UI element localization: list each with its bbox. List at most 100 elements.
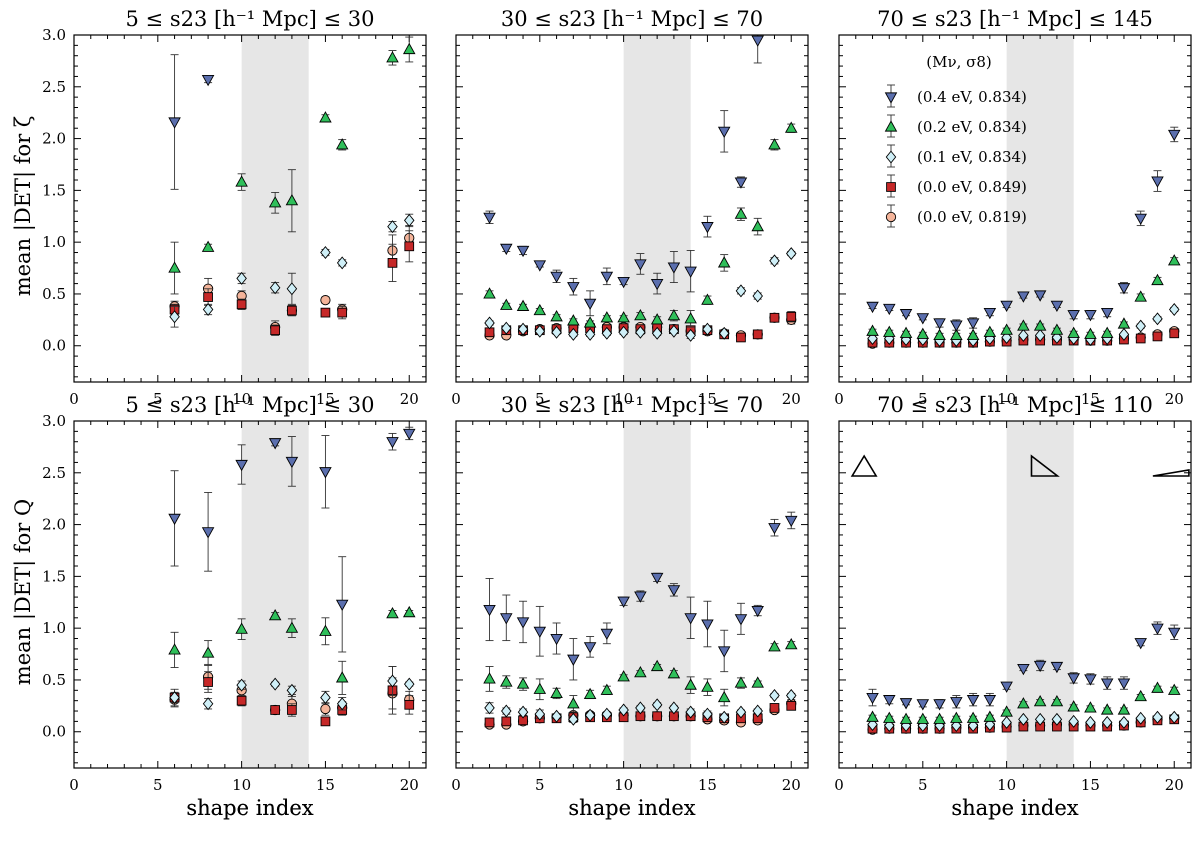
data-point <box>268 609 282 621</box>
data-point <box>1000 323 1013 335</box>
series-triangle-down <box>483 511 798 681</box>
x-tick-label: 10 <box>614 390 633 408</box>
panel-bottom-middle: 30 ≤ s23 [h⁻¹ Mpc] ≤ 70 0 5 10 15 20 shape ind… <box>451 393 809 820</box>
panel-title: 30 ≤ s23 [h⁻¹ Mpc] ≤ 70 <box>501 7 763 31</box>
data-point <box>402 605 416 618</box>
data-point <box>1085 715 1096 729</box>
data-point <box>752 704 763 718</box>
data-point <box>1050 661 1064 674</box>
data-point <box>335 599 349 612</box>
data-point <box>1067 310 1080 322</box>
data-point <box>769 703 780 713</box>
data-point <box>667 667 681 679</box>
data-point <box>269 281 281 295</box>
x-tick-label: 10 <box>614 776 633 794</box>
data-point <box>169 310 180 324</box>
series-triangle-down <box>168 54 215 190</box>
y-tick-label: 0.0 <box>42 723 66 741</box>
data-point <box>1167 683 1181 695</box>
y-tick-label: 0.5 <box>42 671 66 689</box>
data-point <box>966 318 980 330</box>
data-point <box>567 654 580 666</box>
x-tick-label: 5 <box>918 390 928 408</box>
data-point <box>685 328 696 342</box>
legend-marker <box>885 211 897 223</box>
data-point <box>483 287 496 299</box>
legend-marker <box>884 120 898 132</box>
data-point <box>501 321 512 335</box>
data-point <box>899 309 913 321</box>
data-point <box>169 691 180 705</box>
data-point <box>1169 328 1180 339</box>
x-tick-label: 5 <box>153 390 163 408</box>
data-point <box>883 303 896 316</box>
x-tick-label: 15 <box>1081 390 1100 408</box>
data-point <box>1084 310 1097 322</box>
plot-frame <box>838 34 1192 383</box>
data-point <box>769 689 780 702</box>
data-point <box>933 699 946 711</box>
data-point <box>1050 300 1064 313</box>
data-point <box>1152 710 1163 724</box>
data-point <box>1167 627 1181 640</box>
data-point <box>403 213 415 227</box>
data-point <box>319 111 332 123</box>
data-point <box>335 138 349 150</box>
x-tick-label: 10 <box>997 776 1016 794</box>
series-triangle-up <box>866 254 1181 340</box>
data-point <box>534 707 546 721</box>
data-point <box>201 74 215 87</box>
data-point <box>1151 681 1164 693</box>
data-point <box>867 332 878 345</box>
data-point <box>235 175 248 187</box>
data-point <box>601 707 613 721</box>
data-point <box>285 194 299 206</box>
x-axis-label: shape index <box>568 796 695 820</box>
data-point <box>866 692 879 705</box>
data-point <box>768 640 781 652</box>
data-point <box>168 117 181 129</box>
data-point <box>1033 319 1047 331</box>
data-point <box>583 316 597 328</box>
data-point <box>684 312 697 324</box>
data-point <box>650 313 664 325</box>
data-point <box>1167 129 1181 142</box>
data-point <box>517 705 529 719</box>
data-point <box>667 585 681 597</box>
data-point <box>583 687 597 700</box>
data-point <box>516 677 530 689</box>
data-point <box>933 712 946 724</box>
data-point <box>1084 327 1097 339</box>
data-point <box>717 690 731 703</box>
data-point <box>651 326 663 340</box>
data-point <box>718 326 730 340</box>
data-point <box>1000 705 1013 717</box>
data-point <box>785 247 797 261</box>
data-point <box>336 256 348 270</box>
panel-top-left: 5 ≤ s23 [h⁻¹ Mpc] ≤ 30 0 5 10 15 20 0.0 0.5 1.0 1… <box>42 7 427 820</box>
plot-frame <box>73 420 427 769</box>
data-point <box>1033 290 1047 302</box>
data-point <box>617 596 630 608</box>
series-diamond <box>169 666 415 711</box>
data-point <box>386 437 399 449</box>
triangle-shape-icon <box>1152 469 1190 477</box>
series-triangle-down <box>866 126 1181 332</box>
series-triangle-up <box>168 605 416 695</box>
data-point <box>500 675 513 687</box>
data-point <box>786 311 797 322</box>
data-point <box>768 523 781 535</box>
data-point <box>866 324 879 336</box>
panel-title: 5 ≤ s23 [h⁻¹ Mpc] ≤ 30 <box>126 7 375 31</box>
data-point <box>517 322 529 336</box>
data-point <box>600 271 614 284</box>
data-point <box>785 689 797 702</box>
data-point <box>600 628 614 641</box>
data-point <box>1134 290 1147 302</box>
data-point <box>668 324 680 338</box>
data-point <box>718 710 730 724</box>
x-tick-label: 5 <box>535 776 545 794</box>
series-diamond <box>484 247 797 342</box>
x-tick-label: 15 <box>316 776 335 794</box>
data-point <box>500 613 513 625</box>
